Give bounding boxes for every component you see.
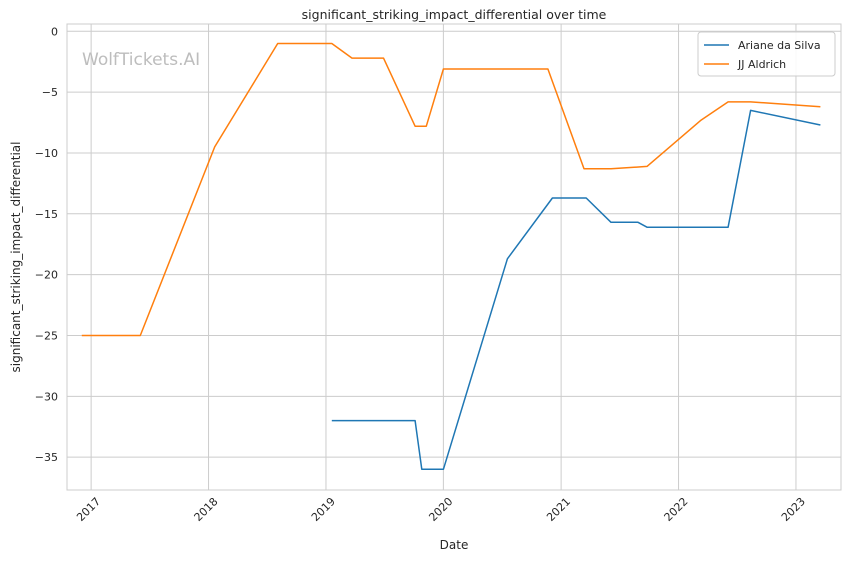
legend-label-jj-aldrich: JJ Aldrich	[737, 58, 786, 71]
watermark-text: WolfTickets.AI	[82, 50, 200, 70]
y-tick-label: −5	[42, 86, 58, 99]
legend-box	[697, 31, 836, 77]
y-tick-label: −25	[35, 329, 58, 342]
chart-title: significant_striking_impact_differential…	[302, 7, 607, 22]
plot-frame	[66, 23, 842, 491]
legend: Ariane da Silva JJ Aldrich	[697, 31, 836, 77]
y-tick-label: 0	[51, 25, 58, 38]
series-layer	[81, 42, 821, 471]
legend-label-ariane-da-silva: Ariane da Silva	[738, 39, 821, 52]
y-tick-label: −20	[35, 269, 58, 282]
y-tick-label: −30	[35, 390, 58, 403]
y-axis-label: significant_striking_impact_differential	[9, 142, 23, 373]
y-tick-label: −15	[35, 208, 58, 221]
y-tick-label: −35	[35, 451, 58, 464]
series-line-ariane-da-silva	[331, 109, 821, 471]
x-axis-label: Date	[440, 538, 469, 552]
y-tick-label: −10	[35, 147, 58, 160]
grid	[67, 24, 841, 490]
y-axis-ticks: 0 −5 −10 −15 −20 −25 −30 −35	[35, 25, 58, 464]
series-line-jj-aldrich	[81, 42, 821, 337]
